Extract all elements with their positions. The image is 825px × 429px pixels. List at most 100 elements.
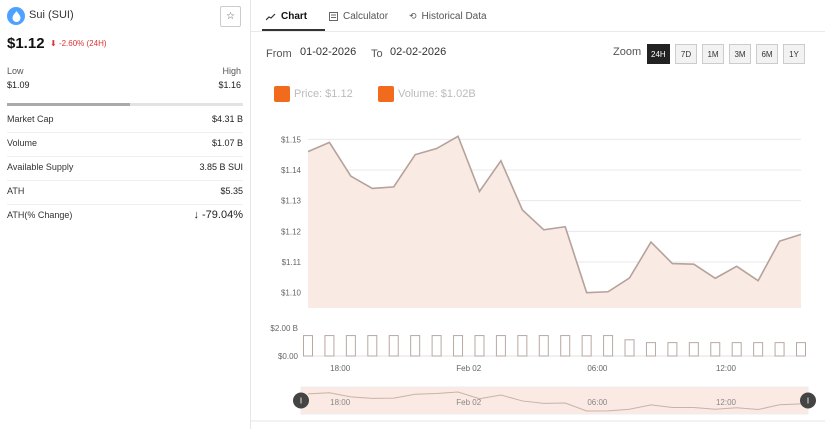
volume-bar[interactable] (474, 335, 485, 357)
volume-bar[interactable] (796, 342, 806, 357)
sui-logo-icon (7, 7, 25, 25)
price-point[interactable] (650, 241, 652, 243)
price-point[interactable] (435, 147, 437, 149)
zoom-3m-button[interactable]: 3M (729, 44, 751, 64)
volume-bar[interactable] (581, 335, 592, 357)
price-point[interactable] (607, 291, 609, 293)
volume-bar[interactable] (495, 335, 506, 357)
zoom-1y-button[interactable]: 1Y (783, 44, 805, 64)
volume-bar[interactable] (645, 342, 656, 357)
price-line[interactable] (307, 135, 802, 294)
coin-name: Sui (SUI) (29, 9, 74, 21)
navigator-tick-label: 18:00 (330, 398, 351, 407)
volume-bar[interactable] (410, 335, 421, 357)
x-tick-label: 06:00 (587, 364, 608, 373)
stat-value: $4.31 B (211, 114, 243, 124)
volume-legend-swatch[interactable] (378, 86, 394, 102)
stat-value: $5.35 (220, 186, 243, 196)
price-tick-label: $1.14 (281, 166, 302, 175)
zoom-1m-button[interactable]: 1M (702, 44, 724, 64)
volume-bar[interactable] (603, 335, 614, 357)
star-icon: ☆ (226, 11, 235, 22)
volume-bar[interactable] (753, 342, 764, 357)
volume-bar[interactable] (560, 335, 571, 357)
price-tick-label: $1.13 (281, 197, 302, 206)
volume-bar[interactable] (517, 335, 528, 357)
volume-bar[interactable] (774, 342, 785, 357)
favorite-star-button[interactable]: ☆ (220, 6, 241, 27)
zoom-7d-button[interactable]: 7D (675, 44, 697, 64)
price-point[interactable] (800, 233, 802, 235)
stat-label: ATH (7, 186, 25, 196)
price-point[interactable] (500, 160, 502, 162)
stat-row-volume: Volume $1.07 B (7, 132, 243, 157)
price-point[interactable] (778, 240, 780, 242)
volume-bar[interactable] (538, 335, 549, 357)
price-area (308, 136, 801, 308)
volume-bar[interactable] (388, 335, 399, 357)
price-point[interactable] (735, 265, 737, 267)
high-value: $1.16 (218, 80, 241, 90)
volume-bar[interactable] (688, 342, 699, 357)
price-tick-label: $1.12 (281, 227, 302, 236)
price-legend-swatch[interactable] (274, 86, 290, 102)
volume-bar[interactable] (303, 335, 313, 357)
volume-bar[interactable] (624, 339, 635, 357)
stat-row-available-supply: Available Supply 3.85 B SUI (7, 156, 243, 181)
price-point[interactable] (714, 277, 716, 279)
price-point[interactable] (350, 175, 352, 177)
history-icon: ⟲ (409, 11, 417, 21)
volume-bar[interactable] (345, 335, 356, 357)
tab-historical-data[interactable]: ⟲ Historical Data (409, 11, 487, 22)
tab-calculator[interactable]: Calculator (329, 11, 388, 22)
from-date-input[interactable]: 01-02-2026 (300, 46, 357, 58)
price-point[interactable] (478, 190, 480, 192)
to-date-input[interactable]: 02-02-2026 (390, 46, 447, 58)
volume-bar[interactable] (367, 335, 378, 357)
arrow-down-icon: ↓ (193, 209, 199, 221)
tab-label: Historical Data (421, 11, 487, 22)
price-tick-label: $1.11 (282, 258, 302, 267)
price-tick-label: $1.15 (281, 135, 302, 144)
volume-tick-label: $2.00 B (270, 324, 298, 333)
stat-label: Market Cap (7, 114, 54, 124)
navigator-tick-label: Feb 02 (456, 398, 481, 407)
price-point[interactable] (307, 150, 309, 152)
price-point[interactable] (328, 141, 330, 143)
price-point[interactable] (371, 187, 373, 189)
price-point[interactable] (457, 135, 459, 137)
chart-panel: Chart Calculator ⟲ Historical Data From … (251, 0, 825, 429)
price-point[interactable] (564, 226, 566, 228)
navigator-window[interactable] (300, 386, 809, 415)
chart-line-icon (266, 13, 276, 20)
volume-bar[interactable] (324, 335, 335, 357)
volume-bar[interactable] (710, 342, 721, 357)
price-point[interactable] (628, 277, 630, 279)
zoom-6m-button[interactable]: 6M (756, 44, 778, 64)
tab-label: Calculator (343, 11, 389, 22)
to-label: To (371, 48, 383, 60)
price-point[interactable] (693, 263, 695, 265)
low-value: $1.09 (7, 80, 30, 90)
volume-bar[interactable] (453, 335, 464, 357)
price-point[interactable] (521, 209, 523, 211)
volume-bar[interactable] (667, 342, 678, 357)
price-point[interactable] (757, 280, 759, 282)
active-tab-indicator (262, 29, 325, 31)
volume-bar[interactable] (731, 342, 742, 357)
zoom-label: Zoom (613, 46, 642, 58)
zoom-24h-button[interactable]: 24H (647, 44, 670, 64)
navigator-tick-label: 06:00 (587, 398, 608, 407)
tab-chart[interactable]: Chart (266, 11, 307, 22)
price-point[interactable] (393, 186, 395, 188)
price-point[interactable] (585, 291, 587, 293)
price-point[interactable] (414, 153, 416, 155)
price-volume-chart[interactable]: $1.15 $1.14 $1.13 $1.12 $1.11 $1.10 $2.00 B $0.… (251, 0, 825, 429)
volume-bar[interactable] (431, 335, 442, 357)
price-point[interactable] (671, 262, 673, 264)
x-tick-label: 18:00 (330, 364, 351, 373)
price-point[interactable] (543, 229, 545, 231)
stat-row-ath-change: ATH(% Change) ↓ -79.04% (7, 204, 243, 228)
price-legend-label[interactable]: Price: $1.12 (294, 88, 353, 100)
volume-legend-label[interactable]: Volume: $1.02B (398, 88, 476, 100)
